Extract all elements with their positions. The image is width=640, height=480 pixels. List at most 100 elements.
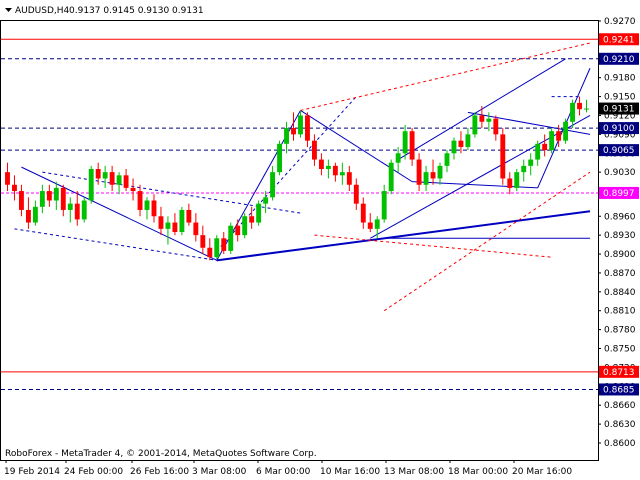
candle-body	[284, 128, 289, 144]
x-tick-label: 20 Mar 16:00	[512, 467, 572, 477]
candle-body	[577, 102, 582, 110]
candle-body	[479, 115, 485, 122]
candle-body	[374, 219, 380, 229]
candle-body	[53, 187, 59, 201]
candle-body	[507, 178, 513, 188]
candle-body	[116, 175, 122, 185]
x-tick-label: 24 Feb 00:00	[64, 467, 123, 477]
trend-line	[216, 96, 357, 252]
candle-body	[193, 222, 199, 236]
candle-body	[521, 165, 527, 173]
x-tick-label: 6 Mar 00:00	[256, 467, 311, 477]
y-tick-label: 0.8840	[604, 288, 636, 298]
trend-line	[383, 171, 591, 312]
candle-body	[458, 140, 464, 147]
y-tick-label: 0.9270	[604, 17, 636, 27]
candle-body	[60, 187, 66, 210]
price-tags: 0.9241 0.9210 0.9131 0.9100 0.9065 0.8997 0.87…	[599, 33, 639, 396]
candle-body	[556, 131, 562, 141]
x-tick-label: 13 Mar 08:00	[384, 467, 444, 477]
candle-body	[256, 203, 262, 223]
ohlc-values: 0.9137 0.9145 0.9130 0.9131	[69, 6, 204, 16]
candle-body	[277, 143, 283, 173]
candle-body	[46, 191, 52, 201]
candle-body	[291, 128, 296, 135]
candle-body	[228, 225, 234, 251]
candle-body	[172, 222, 178, 232]
candle-body	[325, 165, 331, 170]
candle-body	[451, 140, 457, 154]
candle-body	[263, 197, 269, 204]
y-tick-label: 0.8960	[604, 212, 636, 222]
candle-body	[123, 175, 129, 188]
y-tick-label: 0.9090	[604, 130, 636, 140]
y-tick-label: 0.8660	[604, 401, 636, 411]
candle-body	[388, 162, 394, 192]
price-tag-label: 0.9100	[603, 124, 635, 134]
price-tag	[599, 52, 639, 65]
y-tick-label: 0.8900	[604, 250, 636, 260]
candle-body	[549, 131, 555, 151]
candle-body	[493, 118, 499, 135]
candle-body	[360, 203, 366, 223]
candle-body	[179, 209, 185, 232]
trend-line	[467, 111, 591, 135]
candle-body	[88, 169, 94, 201]
y-tick-label: 0.8930	[604, 231, 636, 241]
candle-body	[144, 200, 150, 210]
candle-body	[102, 172, 108, 179]
candle-body	[18, 191, 24, 210]
candle-body	[109, 172, 115, 185]
price-tag	[599, 122, 639, 135]
candle-body	[409, 131, 415, 160]
price-tag-label: 0.8713	[603, 368, 635, 378]
candle-body	[402, 131, 408, 154]
candle-body	[235, 225, 241, 236]
candle-body	[298, 115, 303, 135]
candle-body	[332, 165, 338, 176]
y-tick-label: 0.8780	[604, 326, 636, 336]
price-tag	[599, 365, 639, 378]
symbol-label: AUDUSD,H4	[15, 6, 70, 16]
candle-body	[249, 216, 255, 223]
candle-body	[395, 153, 401, 163]
candle-body	[221, 238, 227, 251]
price-tag-label: 0.8997	[603, 189, 635, 199]
price-tag-label: 0.9210	[603, 55, 635, 65]
candle-body	[207, 247, 213, 258]
candle-body	[444, 153, 450, 166]
copyright-text: RoboForex - MetaTrader 4, © 2001-2014, M…	[5, 449, 317, 459]
time-axis: 19 Feb 2014 24 Feb 00:00 26 Feb 16:00 3 Mar…	[4, 460, 572, 477]
y-tick-label: 0.9150	[604, 93, 636, 103]
trend-line	[14, 228, 217, 261]
candle-body	[186, 209, 192, 223]
candle-body	[39, 191, 45, 207]
candle-body	[165, 222, 171, 229]
candle-body	[535, 143, 541, 160]
price-tag	[599, 186, 639, 199]
symbol-dropdown-icon[interactable]	[5, 8, 12, 12]
analysis-lines	[1, 38, 598, 390]
price-tag	[599, 383, 639, 396]
candle-body	[318, 159, 324, 170]
candle-body	[137, 191, 143, 210]
y-tick-label: 0.8870	[604, 269, 636, 279]
plot-frame	[0, 20, 599, 461]
candle-body	[584, 108, 589, 110]
trend-line	[216, 210, 591, 262]
candle-body	[200, 235, 206, 248]
candle-body	[32, 206, 38, 223]
candle-body	[472, 115, 478, 135]
y-tick-label: 0.9120	[604, 111, 636, 121]
candles-layer	[5, 96, 589, 261]
candle-body	[346, 172, 352, 185]
trend-line	[314, 234, 552, 258]
x-tick-label: 18 Mar 00:00	[448, 467, 508, 477]
candle-body	[339, 172, 345, 176]
candle-body	[130, 187, 136, 192]
candle-body	[305, 115, 310, 141]
price-tag	[599, 102, 639, 115]
candle-body	[563, 121, 569, 141]
candle-body	[542, 143, 548, 151]
candle-body	[311, 140, 317, 160]
